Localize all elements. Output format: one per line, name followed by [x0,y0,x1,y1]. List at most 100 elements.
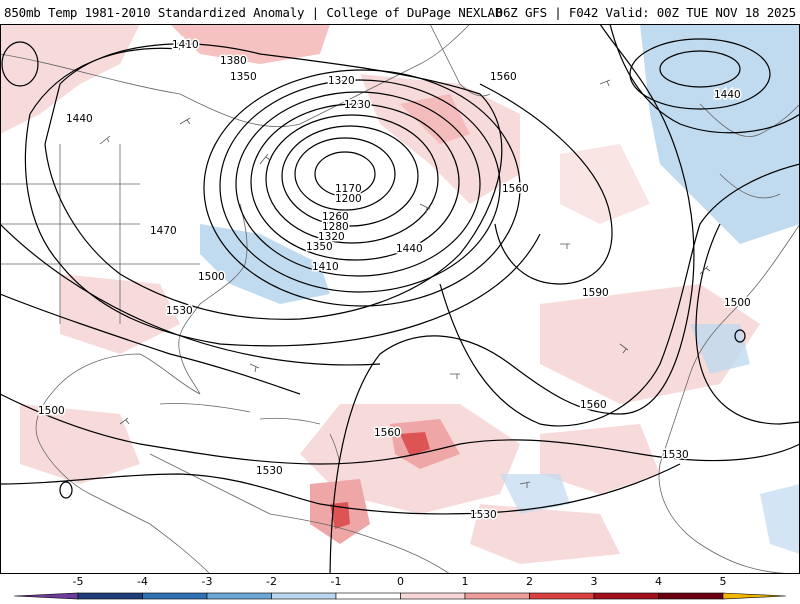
colorbar-tick-label: -5 [73,575,84,588]
contour-line [44,43,503,320]
warm-anomaly-area [560,144,650,224]
weather-map: 1410 1380 1350 1320 1230 1440 1170 1200 … [0,24,800,574]
title-bar: 850mb Temp 1981-2010 Standardized Anomal… [0,0,800,25]
colorbar-tick-label: 1 [462,575,469,588]
contour-label: 1530 [470,509,497,521]
contour-line [659,50,741,88]
central-america-coast [149,453,271,515]
contour-line [695,223,800,425]
contour-label: 1410 [312,261,339,273]
run-info: 06Z GFS | F042 Valid: 00Z TUE NOV 18 202… [495,5,797,20]
contour-label: 1500 [724,297,751,309]
contour-line [329,24,695,574]
contour-line [235,91,481,277]
cool-anomaly-area [500,474,570,514]
contour-label: 1500 [38,405,65,417]
north-america-coast [0,24,471,128]
contour-label: 1260 [322,211,349,223]
wind-barb [119,417,130,425]
colorbar-tick-label: -2 [266,575,277,588]
contour-label: 1440 [66,113,93,125]
wind-barb [519,481,531,488]
contour-line [0,463,681,515]
height-contours [0,24,800,574]
colorbar-swatch [206,592,272,600]
contour-label: 1410 [172,39,199,51]
contour-label: 1560 [502,183,529,195]
colorbar-tick-label: 5 [720,575,727,588]
contour-line [265,114,439,244]
colorbar-tick-label: 0 [397,575,404,588]
contour-line [294,137,396,211]
europe-coast [699,103,800,199]
colorbar-tick-label: -4 [137,575,148,588]
wind-barbs [99,79,711,488]
contour-line [24,47,541,347]
wind-barb [419,203,431,214]
wind-barb [99,135,111,145]
contour-line [59,481,73,499]
wind-barb [179,117,191,125]
warm-anomaly-area [540,284,760,404]
greenland-coast [429,24,491,97]
contour-line [281,125,419,227]
wind-barb [699,265,711,275]
wind-barb [249,363,260,373]
colorbar-swatch [400,592,466,600]
colorbar-swatch [658,592,724,600]
contour-label: 1350 [306,241,333,253]
contour-label: 1230 [344,99,371,111]
colorbar-tick-label: 4 [655,575,662,588]
wind-barb [560,243,570,249]
africa-coast [658,223,800,574]
warm-anomaly-area [470,504,620,564]
colorbar-swatch [464,592,530,600]
contour-line [0,293,301,395]
contour-label: 1320 [328,75,355,87]
colorbar-swatch [77,592,143,600]
contour-line [219,79,501,293]
contour-label: 1350 [230,71,257,83]
colorbar-tick-label: -1 [331,575,342,588]
colorbar-swatch [722,592,787,600]
colorbar-swatch [271,592,337,600]
colorbar-tick-label: 2 [526,575,533,588]
colorbar-swatch [593,592,659,600]
cool-anomaly-area [640,24,800,244]
contour-label: 1440 [396,243,423,255]
warm-anomaly-area [20,404,140,484]
contour-line [203,69,521,307]
contour-label: 1470 [150,225,177,237]
contour-label: 1560 [490,71,517,83]
contour-line [609,24,800,134]
contour-label: 1440 [714,89,741,101]
colorbar-swatch [529,592,595,600]
colorbar: -5 -4 -3 -2 -1 0 1 2 3 4 5 [0,574,800,600]
map-title: 850mb Temp 1981-2010 Standardized Anomal… [4,5,503,20]
colorbar-swatch [13,592,79,600]
contour-label: 1200 [335,193,362,205]
colorbar-swatch [142,592,208,600]
contour-label: 1590 [582,287,609,299]
contour-label: 1530 [256,465,283,477]
contour-label: 1380 [220,55,247,67]
us-state-lines [0,144,200,324]
warm-anomaly-area [170,24,330,64]
wind-barb [450,373,460,379]
warm-anomaly-area [330,502,350,529]
contour-label: 1530 [166,305,193,317]
contour-label: 1320 [318,231,345,243]
colorbar-ticks: -5 -4 -3 -2 -1 0 1 2 3 4 5 [73,575,727,588]
contour-line [314,151,376,197]
colorbar-swatch [335,592,401,600]
contour-labels: 1410 1380 1350 1320 1230 1440 1170 1200 … [37,38,753,523]
colorbar-tick-label: 3 [591,575,598,588]
colorbar-tick-label: -3 [202,575,213,588]
contour-line [1,41,39,87]
mexico-coast [39,443,211,574]
contour-line [250,103,460,261]
us-east-coast [178,203,248,395]
colorbar-swatches [13,592,787,600]
cool-anomaly-area [760,484,800,554]
colorbar-svg: -5 -4 -3 -2 -1 0 1 2 3 4 5 [13,575,787,600]
